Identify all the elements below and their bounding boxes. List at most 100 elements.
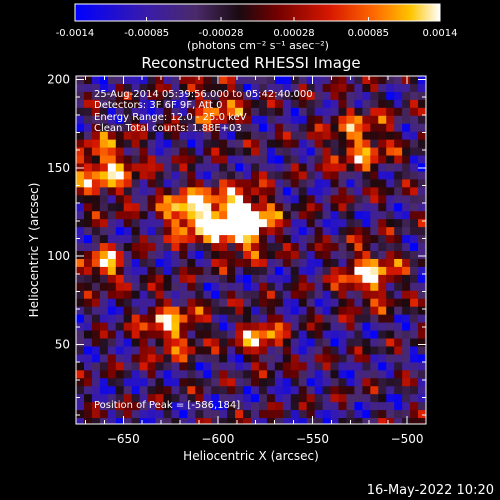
- heatmap-cell: [235, 211, 244, 220]
- heatmap-cell: [235, 139, 244, 149]
- heatmap-cell: [187, 139, 196, 149]
- heatmap-cell: [163, 163, 173, 173]
- heatmap-cell: [314, 131, 324, 141]
- heatmap-cell: [346, 171, 356, 181]
- colorbar-gradient: [75, 4, 440, 21]
- heatmap-cell: [354, 338, 363, 348]
- heatmap-cell: [139, 147, 149, 157]
- heatmap-cell: [346, 107, 356, 117]
- heatmap-cell: [211, 163, 220, 173]
- heatmap-cell: [163, 123, 173, 133]
- heatmap-cell: [306, 362, 316, 371]
- heatmap-cell: [378, 219, 387, 228]
- heatmap-cell: [258, 418, 268, 424]
- heatmap-cell: [147, 131, 157, 141]
- heatmap-cell: [235, 410, 244, 419]
- heatmap-cell: [258, 115, 268, 125]
- heatmap-cell: [163, 203, 173, 212]
- heatmap-cell: [243, 227, 252, 236]
- heatmap-cell: [203, 338, 212, 348]
- heatmap-cell: [354, 306, 363, 316]
- heatmap-cell: [179, 227, 188, 236]
- heatmap-cell: [107, 123, 117, 133]
- heatmap-cell: [322, 346, 332, 356]
- heatmap-cell: [187, 219, 196, 228]
- heatmap-cell: [266, 362, 276, 371]
- heatmap-cell: [187, 147, 196, 157]
- heatmap-cell: [179, 163, 188, 173]
- heatmap-cell: [418, 330, 426, 340]
- heatmap-cell: [266, 227, 276, 236]
- heatmap-cell: [219, 243, 228, 252]
- heatmap-cell: [418, 394, 426, 403]
- heatmap-cell: [251, 274, 260, 284]
- heatmap-cell: [235, 298, 244, 308]
- heatmap-cell: [235, 195, 244, 204]
- heatmap-cell: [306, 76, 316, 85]
- heatmap-cell: [314, 258, 324, 268]
- heatmap-cell: [139, 171, 149, 181]
- heatmap-cell: [298, 330, 308, 340]
- heatmap-cell: [306, 219, 316, 228]
- heatmap-cell: [155, 131, 165, 141]
- heatmap-cell: [338, 83, 348, 93]
- heatmap-cell: [243, 386, 252, 395]
- heatmap-cell: [115, 314, 125, 324]
- heatmap-cell: [282, 211, 292, 220]
- heatmap-cell: [370, 386, 379, 395]
- heatmap-cell: [91, 330, 101, 340]
- heatmap-cell: [290, 330, 300, 340]
- heatmap-cell: [354, 282, 363, 292]
- heatmap-cell: [115, 211, 125, 220]
- heatmap-cell: [115, 298, 125, 308]
- heatmap-cell: [195, 227, 204, 236]
- heatmap-cell: [251, 251, 260, 260]
- heatmap-cell: [370, 394, 379, 403]
- heatmap-cell: [187, 338, 196, 348]
- heatmap-cell: [314, 274, 324, 284]
- heatmap-cell: [370, 243, 379, 252]
- heatmap-cell: [298, 235, 308, 244]
- heatmap-cell: [346, 115, 356, 125]
- heatmap-cell: [394, 251, 403, 260]
- heatmap-cell: [274, 378, 284, 387]
- heatmap-cell: [195, 115, 204, 125]
- heatmap-cell: [314, 266, 324, 276]
- heatmap-cell: [258, 147, 268, 157]
- heatmap-cell: [123, 187, 133, 196]
- heatmap-cell: [235, 290, 244, 300]
- heatmap-cell: [211, 386, 220, 395]
- heatmap-cell: [386, 243, 395, 252]
- heatmap-cell: [211, 187, 220, 196]
- heatmap-cell: [362, 179, 371, 188]
- heatmap-cell: [139, 410, 149, 419]
- heatmap-image: [76, 76, 426, 424]
- heatmap-cell: [290, 211, 300, 220]
- heatmap-cell: [258, 107, 268, 117]
- heatmap-cell: [91, 107, 101, 117]
- heatmap-cell: [378, 139, 387, 149]
- heatmap-cell: [394, 378, 403, 387]
- heatmap-cell: [76, 99, 85, 109]
- heatmap-cell: [187, 314, 196, 324]
- heatmap-cell: [362, 266, 371, 276]
- heatmap-cell: [314, 290, 324, 300]
- heatmap-cell: [211, 290, 220, 300]
- heatmap-cell: [219, 99, 228, 109]
- heatmap-cell: [219, 147, 228, 157]
- heatmap-cell: [330, 378, 340, 387]
- heatmap-cell: [179, 282, 188, 292]
- heatmap-cell: [314, 107, 324, 117]
- heatmap-cell: [187, 107, 196, 117]
- heatmap-cell: [91, 251, 101, 260]
- heatmap-cell: [266, 394, 276, 403]
- heatmap-cell: [330, 251, 340, 260]
- heatmap-cell: [274, 163, 284, 173]
- heatmap-cell: [171, 306, 181, 316]
- heatmap-cell: [410, 107, 419, 117]
- heatmap-cell: [179, 235, 188, 244]
- heatmap-cell: [402, 274, 411, 284]
- heatmap-cell: [266, 179, 276, 188]
- heatmap-cell: [306, 338, 316, 348]
- heatmap-cell: [314, 163, 324, 173]
